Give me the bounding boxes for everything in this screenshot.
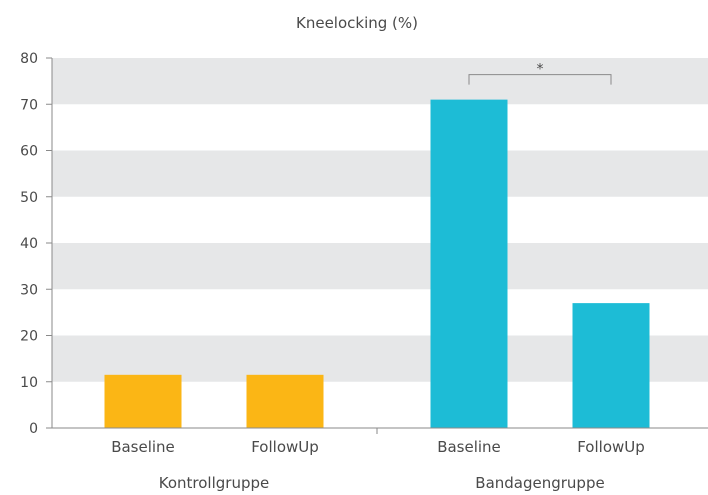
- group-labels: Kontrollgruppe Bandagengruppe: [159, 474, 605, 492]
- significance-star: *: [537, 62, 544, 78]
- significance-bracket: [468, 74, 612, 85]
- x-tick-label: Baseline: [437, 438, 501, 456]
- bar: [430, 99, 508, 428]
- y-tick-label: 30: [20, 282, 38, 298]
- y-tick-label: 20: [20, 329, 38, 345]
- bar: [104, 374, 182, 428]
- y-tick-label: 70: [20, 97, 38, 113]
- bar-group: [104, 99, 650, 428]
- group-label: Bandagengruppe: [475, 474, 604, 492]
- y-tick-label: 0: [29, 421, 38, 437]
- significance-annotation: *: [468, 62, 612, 85]
- y-tick-label: 80: [20, 51, 38, 67]
- y-tick-label: 60: [20, 144, 38, 160]
- bar: [246, 374, 324, 428]
- x-category-labels: Baseline FollowUp Baseline FollowUp: [111, 438, 645, 456]
- bar: [572, 303, 650, 428]
- y-tick-label: 10: [20, 375, 38, 391]
- grid-band: [52, 150, 708, 197]
- grid-band: [52, 243, 708, 290]
- y-tick-labels: 0 10 20 30 40 50 60 70 80: [20, 51, 38, 437]
- group-label: Kontrollgruppe: [159, 474, 269, 492]
- chart-title: Kneelocking (%): [296, 14, 418, 32]
- x-tick-label: FollowUp: [577, 438, 645, 456]
- x-tick-label: FollowUp: [251, 438, 319, 456]
- y-tick-label: 50: [20, 190, 38, 206]
- y-tick-label: 40: [20, 236, 38, 252]
- x-tick-label: Baseline: [111, 438, 175, 456]
- axes: [46, 57, 708, 434]
- grid-band: [52, 58, 708, 105]
